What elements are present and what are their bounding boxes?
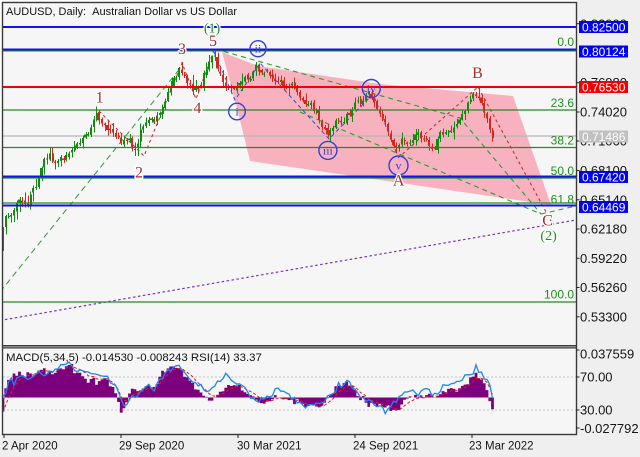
svg-text:C: C (542, 213, 553, 230)
svg-text:-0.027792: -0.027792 (580, 421, 639, 436)
svg-text:0.82500: 0.82500 (582, 20, 626, 34)
svg-text:0.53300: 0.53300 (580, 309, 627, 324)
svg-text:(2): (2) (540, 229, 557, 244)
svg-text:2 Apr 2020: 2 Apr 2020 (2, 441, 58, 453)
svg-text:100.0: 100.0 (544, 288, 574, 302)
svg-text:0.62180: 0.62180 (580, 222, 627, 237)
svg-text:A: A (393, 173, 405, 190)
svg-text:38.2: 38.2 (551, 134, 575, 148)
svg-text:ii: ii (255, 42, 262, 56)
svg-text:61.8: 61.8 (551, 193, 575, 207)
svg-text:30.00: 30.00 (580, 403, 613, 418)
svg-text:i: i (235, 105, 239, 119)
svg-text:2: 2 (135, 165, 143, 182)
svg-text:50.0: 50.0 (551, 164, 575, 178)
svg-text:29 Sep 2020: 29 Sep 2020 (119, 441, 184, 453)
svg-text:23.6: 23.6 (551, 96, 575, 110)
svg-text:0.80124: 0.80124 (582, 45, 626, 59)
svg-text:5: 5 (209, 33, 217, 50)
svg-text:iii: iii (323, 143, 334, 157)
svg-text:1: 1 (96, 90, 104, 107)
svg-text:23 Mar 2022: 23 Mar 2022 (469, 441, 534, 453)
svg-text:0.74020: 0.74020 (580, 105, 627, 120)
svg-text:3: 3 (178, 41, 186, 58)
svg-text:v: v (396, 159, 402, 173)
svg-text:0.0: 0.0 (557, 35, 574, 49)
svg-text:70.00: 70.00 (580, 370, 613, 385)
svg-text:4: 4 (193, 100, 201, 117)
svg-text:0.64469: 0.64469 (582, 200, 626, 214)
svg-text:0.037559: 0.037559 (580, 347, 634, 362)
svg-text:AUDUSD, Daily: Australian Dol: AUDUSD, Daily: Australian Dollar vs US D… (6, 6, 237, 18)
svg-text:0.71486: 0.71486 (582, 130, 626, 144)
svg-text:MACD(5,34,5) -0.014530 -0.0082: MACD(5,34,5) -0.014530 -0.008243 RSI(14)… (6, 352, 262, 364)
svg-text:30 Mar 2021: 30 Mar 2021 (237, 441, 302, 453)
svg-text:24 Sep 2021: 24 Sep 2021 (353, 441, 418, 453)
svg-text:B: B (472, 65, 483, 82)
svg-text:0.56260: 0.56260 (580, 280, 627, 295)
svg-text:iv: iv (367, 82, 376, 96)
svg-text:0.67420: 0.67420 (582, 170, 626, 184)
svg-text:(1): (1) (204, 22, 221, 37)
svg-text:0.76530: 0.76530 (582, 80, 626, 94)
svg-text:0.59220: 0.59220 (580, 251, 627, 266)
